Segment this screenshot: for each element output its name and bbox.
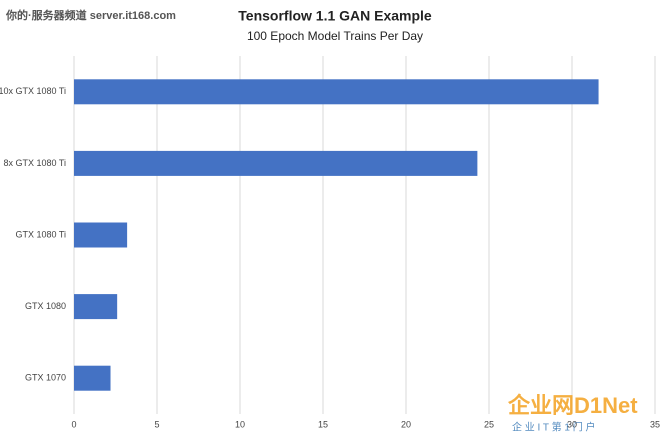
bar bbox=[74, 365, 111, 391]
x-tick-label: 20 bbox=[401, 419, 411, 429]
x-tick-label: 30 bbox=[567, 419, 577, 429]
x-tick-label: 10 bbox=[235, 419, 245, 429]
chart-subtitle: 100 Epoch Model Trains Per Day bbox=[247, 29, 423, 43]
x-tick-label: 0 bbox=[71, 419, 76, 429]
y-tick-label: 8x GTX 1080 Ti bbox=[3, 158, 66, 168]
watermark: 企 业 I T 第 1 门 户 bbox=[512, 421, 596, 434]
bar bbox=[74, 79, 599, 105]
y-tick-label: GTX 1070 bbox=[25, 373, 66, 383]
y-tick-label: 10x GTX 1080 Ti bbox=[0, 86, 66, 96]
x-tick-label: 25 bbox=[484, 419, 494, 429]
watermark: 企业网D1Net bbox=[507, 393, 638, 418]
bar bbox=[74, 150, 478, 176]
chart-title: Tensorflow 1.1 GAN Example bbox=[238, 8, 432, 24]
y-tick-label: GTX 1080 bbox=[25, 301, 66, 311]
x-tick-label: 35 bbox=[650, 419, 660, 429]
y-tick-label: GTX 1080 Ti bbox=[15, 229, 66, 239]
watermark: 你的·服务器频道 server.it168.com bbox=[5, 8, 176, 22]
x-tick-label: 15 bbox=[318, 419, 328, 429]
x-tick-label: 5 bbox=[154, 419, 159, 429]
bar bbox=[74, 294, 118, 320]
bar bbox=[74, 222, 128, 248]
